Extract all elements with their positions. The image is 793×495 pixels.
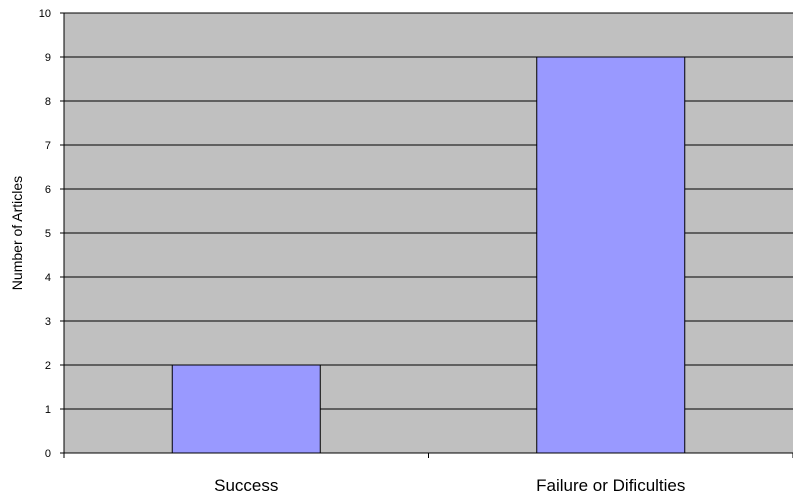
y-axis-title: Number of Articles <box>9 176 25 290</box>
bar-0 <box>171 364 321 454</box>
y-ticks: 0 1 2 3 4 5 6 7 8 9 10 <box>39 8 64 460</box>
bar-1 <box>536 56 686 454</box>
bars <box>171 56 686 454</box>
y-tick-label: 8 <box>45 96 51 108</box>
y-tick-label: 7 <box>45 140 51 152</box>
x-category-label: Failure or Dificulties <box>536 476 685 495</box>
x-ticks: Success Failure or Dificulties <box>63 453 793 495</box>
x-category-label: Success <box>214 476 278 495</box>
y-tick-label: 3 <box>45 316 51 328</box>
y-tick-label: 4 <box>45 272 51 284</box>
y-tick-label: 9 <box>45 52 51 64</box>
y-tick-label: 6 <box>45 184 51 196</box>
y-tick-label: 0 <box>45 448 51 460</box>
y-tick-label: 1 <box>45 404 51 416</box>
y-tick-label: 2 <box>45 360 51 372</box>
y-tick-label: 10 <box>39 8 51 20</box>
y-tick-label: 5 <box>45 228 51 240</box>
